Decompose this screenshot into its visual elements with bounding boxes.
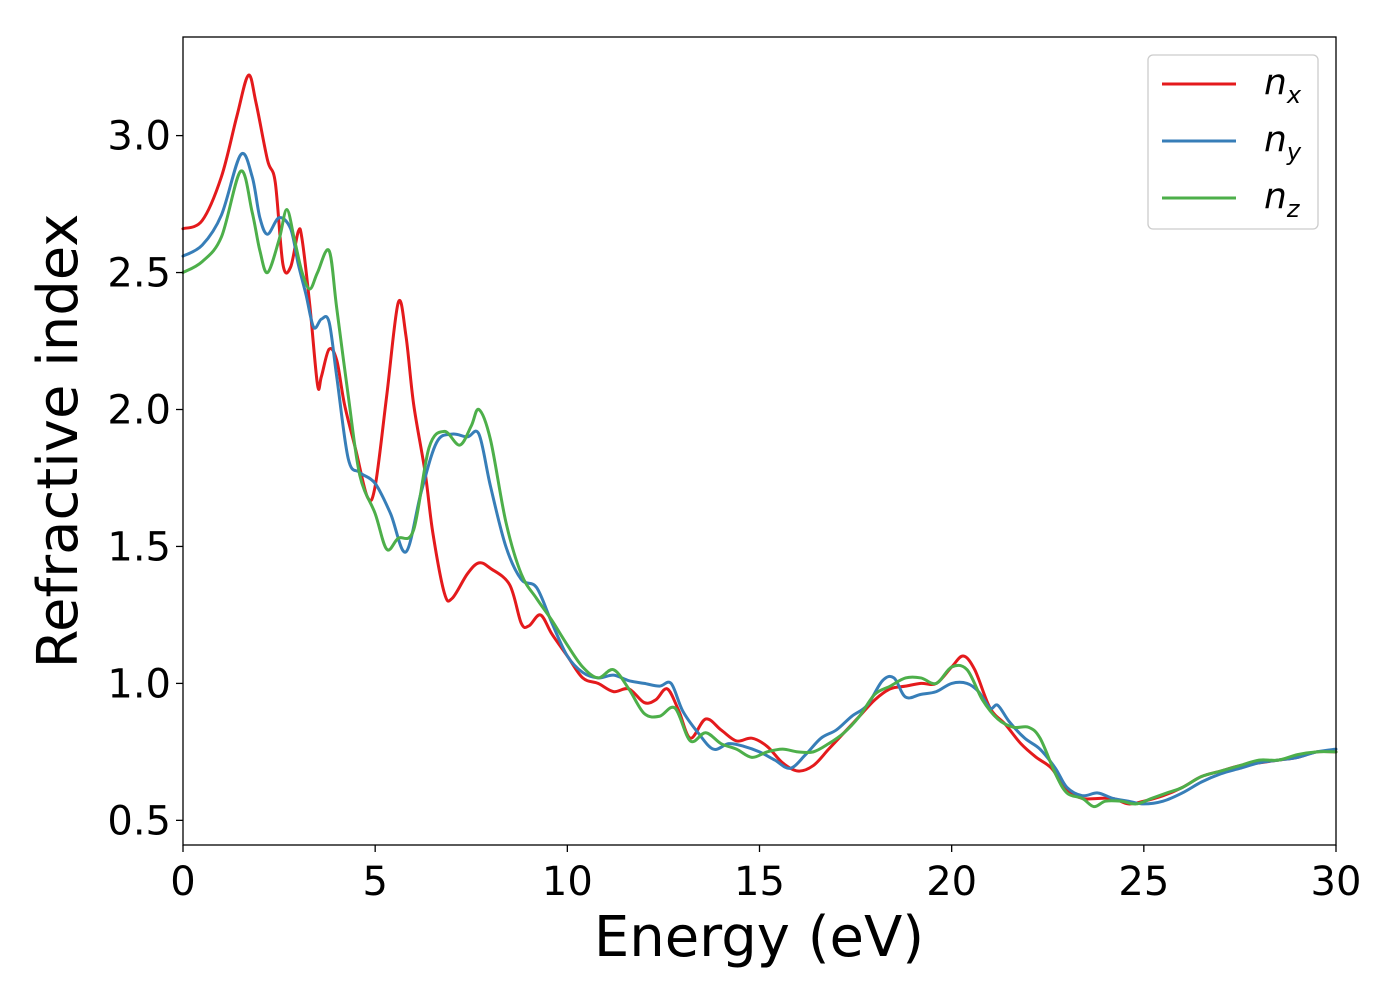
legend: nx ny nz [1147, 54, 1319, 230]
y-axis-title: Refractive index [26, 214, 91, 669]
x-tick-label: 10 [542, 859, 593, 905]
x-axis: 0 5 10 15 20 25 30 [170, 845, 1361, 905]
y-tick-label: 2.5 [107, 251, 171, 297]
legend-label-z: nz [1264, 176, 1301, 223]
y-axis: 0.5 1.0 1.5 2.0 2.5 3.0 [107, 114, 183, 844]
y-tick-label: 1.0 [107, 661, 171, 707]
legend-label-x: nx [1264, 62, 1302, 109]
x-tick-label: 0 [170, 859, 195, 905]
legend-label-y: ny [1264, 119, 1302, 166]
x-tick-label: 30 [1311, 859, 1362, 905]
legend-items: nx ny nz [1162, 62, 1302, 223]
series-layer [181, 73, 1338, 809]
x-tick-label: 25 [1118, 859, 1169, 905]
x-tick-label: 20 [926, 859, 977, 905]
x-tick-label: 5 [362, 859, 387, 905]
y-tick-label: 0.5 [107, 798, 171, 844]
y-tick-label: 1.5 [107, 524, 171, 570]
x-tick-label: 15 [734, 859, 785, 905]
series-line-z [181, 169, 1338, 809]
y-tick-label: 3.0 [107, 114, 171, 160]
x-axis-title: Energy (eV) [594, 905, 924, 970]
y-tick-label: 2.0 [107, 388, 171, 434]
series-line-y [181, 151, 1338, 806]
